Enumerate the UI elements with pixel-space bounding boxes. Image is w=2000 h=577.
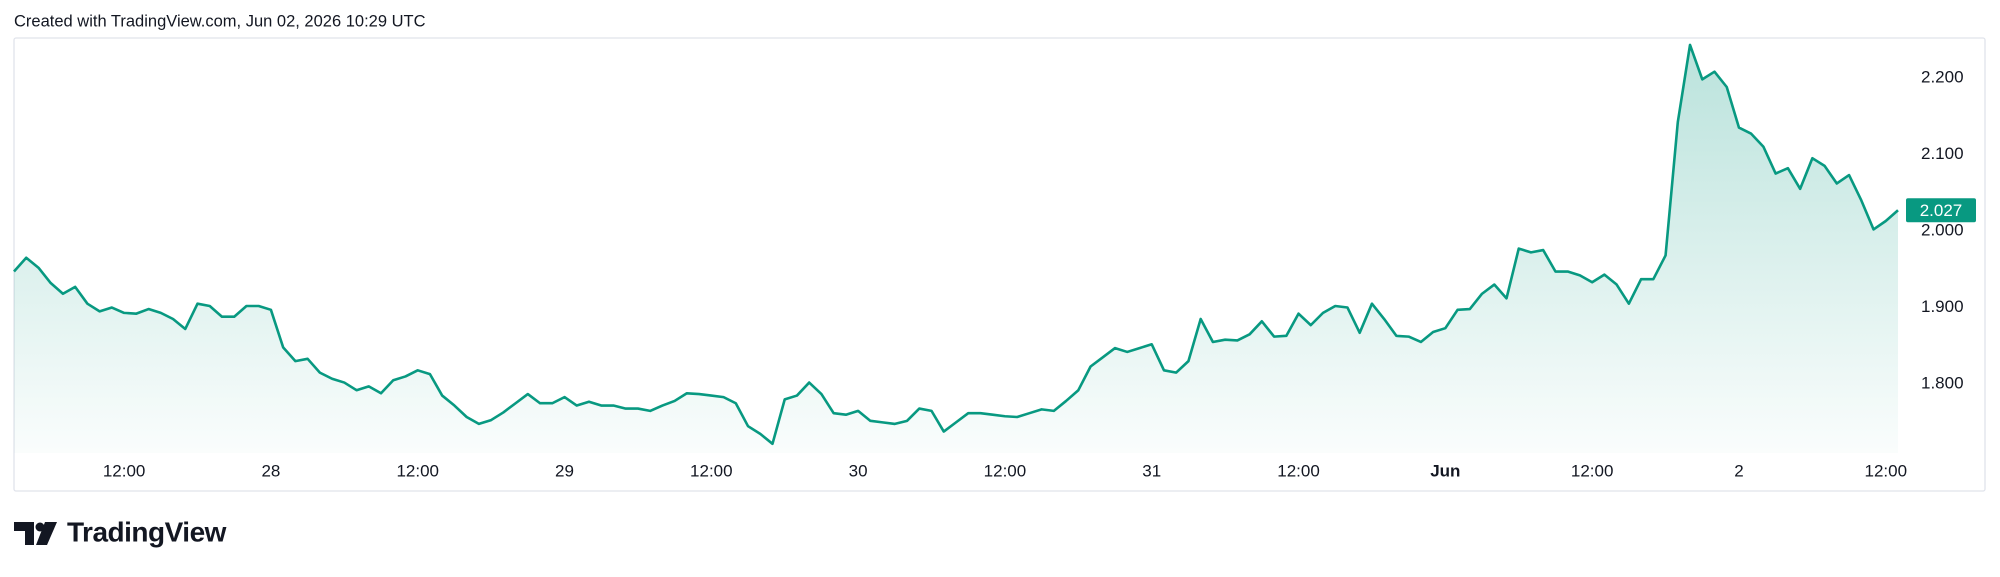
y-tick-label: 1.800 (1921, 374, 1964, 393)
x-tick-label: 12:00 (1864, 461, 1907, 480)
x-tick-label: 2 (1734, 461, 1743, 480)
x-tick-label: 30 (849, 461, 868, 480)
y-tick-label: 2.200 (1921, 67, 1964, 86)
x-tick-label: 29 (555, 461, 574, 480)
logo-text: TradingView (67, 516, 227, 547)
tradingview-logo-icon (14, 522, 57, 545)
last-price-label: 2.027 (1920, 201, 1963, 220)
x-tick-label: 12:00 (690, 461, 733, 480)
chart-frame (13, 37, 1986, 492)
x-tick-label: Jun (1430, 461, 1460, 480)
x-tick-label: 28 (261, 461, 280, 480)
y-tick-label: 2.000 (1921, 220, 1964, 239)
x-tick-label: 12:00 (1571, 461, 1614, 480)
x-tick-label: 31 (1142, 461, 1161, 480)
last-price-tag (1906, 198, 1976, 223)
y-tick-label: 2.100 (1921, 144, 1964, 163)
x-tick-label: 12:00 (103, 461, 146, 480)
x-tick-label: 12:00 (396, 461, 439, 480)
price-line (13, 43, 1899, 446)
x-tick-label: 12:00 (984, 461, 1027, 480)
y-tick-label: 1.900 (1921, 297, 1964, 316)
header: Created with TradingView.com, Jun 02, 20… (14, 12, 426, 30)
area-fill (14, 44, 1898, 453)
x-tick-label: 12:00 (1277, 461, 1320, 480)
